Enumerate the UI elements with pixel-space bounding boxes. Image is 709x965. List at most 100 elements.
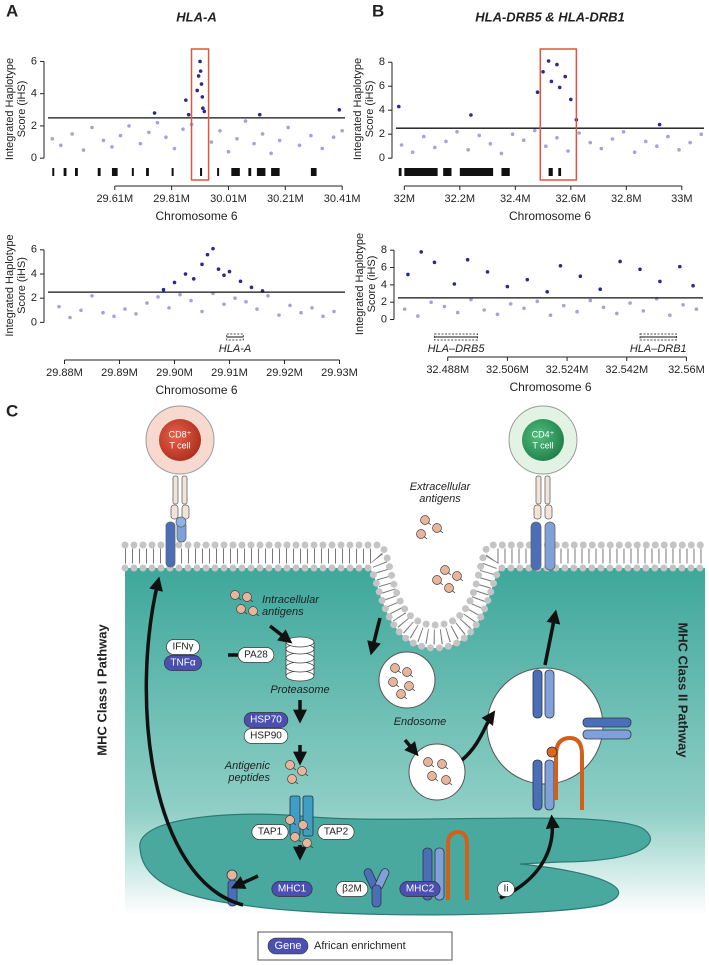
decoration [268,624,293,644]
antigen-bead [416,529,426,539]
antigen-bead [290,832,300,842]
antigen [388,663,416,700]
data-point [332,309,336,314]
y-tick-label: 2 [31,292,37,304]
data-point [677,264,682,269]
decoration [181,475,188,505]
data-point [535,299,540,304]
data-point [202,109,207,114]
data-point [127,124,131,128]
diagram: CD8⁺ T cell CD4⁺ T cell [94,405,709,961]
caption: peptides [227,772,270,784]
decoration [544,759,555,811]
antigen-bead [423,757,433,767]
gene-pill-shape [243,712,289,728]
x-tick-label: 32.6M [556,193,587,205]
data-point [238,279,243,284]
x-tick-label: 33M [671,193,692,205]
y-axis-label: Score (iHS) [366,256,378,313]
antigen-bead [437,759,447,769]
data-point [691,283,695,288]
data-point [546,59,551,63]
decoration [532,669,543,719]
decoration [367,617,382,656]
y-tick-label: 6 [379,80,385,92]
gene-body [226,333,244,341]
data-point [70,132,74,136]
panel-label: C [6,401,18,420]
data-point [337,108,342,112]
cell-label: T cell [532,440,553,450]
antigen-bead [248,606,258,616]
legend-gene: Gene [275,940,302,952]
x-axis-label: Chromosome 6 [509,209,591,223]
nucleus [159,419,201,461]
data-point [299,310,303,315]
y-tick-label: 8 [381,244,387,256]
data-point [535,90,540,94]
data-point [320,146,325,151]
data-point [218,128,222,133]
data-point [522,306,526,311]
x-tick-label: 32.506M [486,364,529,376]
data-point [532,128,537,133]
decoration [582,729,632,740]
antigen-bead [427,771,437,781]
data-point [145,301,149,305]
data-point [340,128,344,133]
data-point [638,267,642,272]
data-point [252,141,256,146]
data-point [198,69,203,73]
y-tick-label: 8 [379,56,385,68]
gene-label: HLA–DRB1 [630,343,687,355]
y-tick-label: 4 [381,279,387,291]
antigen-bead [404,681,414,691]
data-point [521,138,526,142]
gene-pill: MHC1 [271,881,313,897]
x-axis-label: Chromosome 6 [509,380,591,394]
data-point [195,88,200,93]
y-tick-label: 0 [31,316,37,328]
y-tick-label: 4 [31,268,37,280]
data-point [266,293,270,298]
data-point [222,302,226,307]
antigen-bead [242,592,252,602]
data-point [466,148,470,152]
gene-pill-shape [166,639,200,655]
data-point [200,262,204,267]
data-point [421,134,426,139]
data-point [549,79,554,84]
decoration [170,504,179,520]
data-point [156,295,160,299]
y-axis-label: Score (iHS) [16,257,28,314]
gene-pill-label: MHC2 [406,884,435,895]
gene-pill-label: TAP1 [258,827,283,838]
data-point [186,112,191,117]
cell-marker: CD8⁺ [169,429,192,439]
data-point [101,138,106,143]
caption: Antigenic [224,760,271,772]
data-point [575,309,579,314]
data-point [57,304,61,309]
gene-label: HLA-A [219,343,251,355]
panel-label: A [6,1,18,20]
data-point [416,314,420,318]
x-tick-label: 29.93M [321,367,358,379]
gene-pill-shape [399,881,441,897]
scatter-chart: 0 2 4 6 Integrated Haplotype Score (iHS) 29.88… [4,234,358,397]
x-tick-label: 29.61M [96,193,133,205]
gene [310,168,317,176]
data-point [90,125,94,130]
data-point [310,306,314,310]
data-point [260,132,265,136]
data-point [508,302,513,306]
y-tick-label: 2 [379,128,385,140]
x-tick-label: 29.90M [156,367,193,379]
legend-swatch [267,937,309,955]
decoration [285,652,315,664]
data-point [286,125,290,130]
gene-pill-label: HSP70 [250,715,282,726]
gene [248,168,252,176]
